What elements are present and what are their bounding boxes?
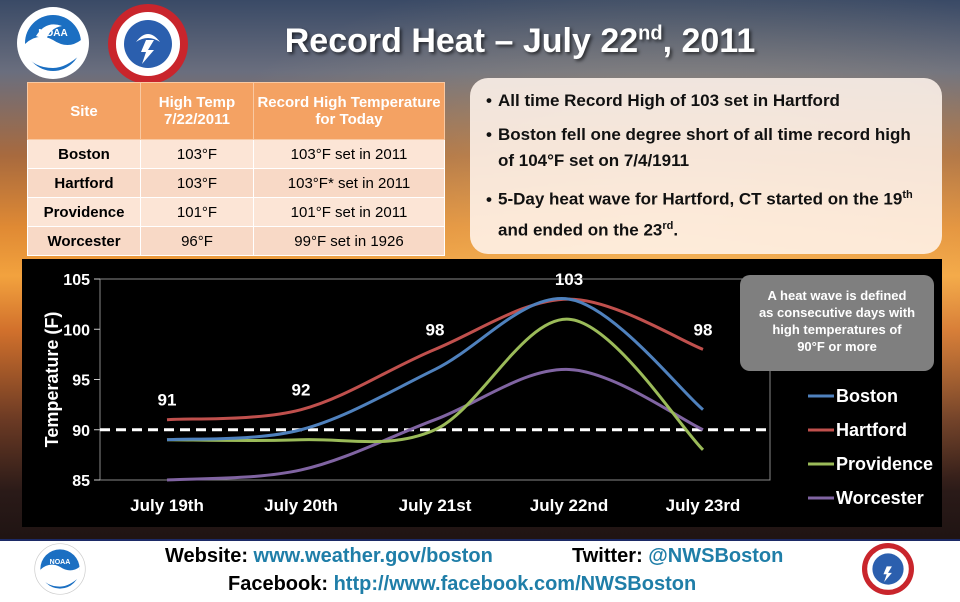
facebook-link[interactable]: http://www.facebook.com/NWSBoston (333, 573, 697, 595)
noaa-logo: NOAA (17, 7, 89, 79)
data-label: 91 (158, 391, 177, 410)
page-title: Record Heat – July 22nd, 2011 (200, 18, 840, 64)
high-temp-cell: 96°F (140, 226, 254, 256)
twitter-line: Twitter: @NWSBoston (572, 545, 783, 568)
site-cell: Boston (27, 139, 141, 169)
header-record-high: Record High Temperature for Today (253, 82, 445, 140)
svg-text:NOAA: NOAA (50, 559, 71, 566)
y-tick-label: 90 (72, 423, 90, 440)
header-high-temp: High Temp 7/22/2011 (140, 82, 254, 140)
y-axis-label: Temperature (F) (42, 312, 62, 448)
bullet-sup: th (902, 189, 913, 201)
records-table: Site High Temp 7/22/2011 Record High Tem… (27, 82, 445, 256)
high-temp-cell: 103°F (140, 168, 254, 198)
bullet-item: • 5-Day heat wave for Hartford, CT starte… (486, 189, 913, 240)
facebook-label: Facebook: (228, 573, 329, 595)
title-superscript: nd (638, 22, 663, 45)
series-line-hartford (166, 297, 704, 422)
data-label: 98 (426, 320, 445, 339)
svg-text:NOAA: NOAA (38, 28, 67, 39)
legend-label: Hartford (836, 420, 907, 440)
x-tick-label: July 20th (264, 496, 338, 515)
note-line: as consecutive days with (759, 305, 915, 320)
site-cell: Providence (27, 197, 141, 227)
y-tick-label: 85 (72, 473, 90, 490)
heat-wave-note-box (740, 275, 934, 371)
legend-label: Providence (836, 454, 933, 474)
noaa-logo-small: NOAA (34, 543, 86, 595)
x-tick-label: July 19th (130, 496, 204, 515)
record-cell: 101°F set in 2011 (253, 197, 445, 227)
header-site: Site (27, 82, 141, 140)
twitter-label: Twitter: (572, 545, 643, 567)
y-tick-label: 95 (72, 373, 90, 390)
data-label: 92 (292, 381, 311, 400)
series-line-boston (166, 297, 704, 442)
x-tick-label: July 22nd (530, 496, 608, 515)
site-cell: Hartford (27, 168, 141, 198)
high-temp-cell: 101°F (140, 197, 254, 227)
table-row: Boston 103°F 103°F set in 2011 (27, 139, 445, 169)
plot-area (99, 278, 771, 481)
bullet-sup: rd (662, 219, 674, 232)
note-line: A heat wave is defined (768, 288, 907, 303)
high-temp-cell: 103°F (140, 139, 254, 169)
bullet-text: All time Record High of 103 set in Hartf… (498, 91, 840, 110)
note-line: high temperatures of (772, 322, 902, 337)
table-row: Providence 101°F 101°F set in 2011 (27, 197, 445, 227)
heat-wave-note: A heat wave is defined as consecutive day… (759, 288, 915, 354)
table-row: Hartford 103°F 103°F* set in 2011 (27, 168, 445, 198)
bullet-text: . (673, 220, 679, 240)
record-cell: 103°F set in 2011 (253, 139, 445, 169)
bullet-text: 5-Day heat wave for Hartford, CT started… (498, 189, 903, 209)
bullet-item: • Boston fell one degree short of all tim… (486, 125, 911, 170)
nws-logo-small (862, 543, 914, 595)
legend-label: Worcester (836, 488, 924, 508)
data-label: 98 (694, 320, 713, 339)
website-label: Website: (165, 545, 248, 567)
title-main: Record Heat – July 22 (284, 22, 639, 60)
title-year: , 2011 (662, 22, 756, 60)
temperature-chart: 85 90 95 100 105 July 19th July 20th July 21st J… (22, 259, 942, 527)
nws-logo (108, 4, 188, 84)
bullet-text: and ended on the 23 (498, 220, 663, 240)
series-line-providence (166, 317, 705, 451)
record-cell: 99°F set in 1926 (253, 226, 445, 256)
bullet-item: • All time Record High of 103 set in Hart… (486, 91, 840, 110)
facebook-line: Facebook: http://www.facebook.com/NWSBos… (228, 573, 696, 596)
website-link[interactable]: www.weather.gov/boston (253, 545, 493, 567)
footer: Website: www.weather.gov/boston Twitter:… (0, 539, 960, 602)
note-line: 90°F or more (797, 339, 877, 354)
data-label: 103 (555, 270, 583, 289)
series-line-worcester (166, 367, 704, 482)
x-tick-label: July 23rd (666, 496, 741, 515)
chart-svg: 85 90 95 100 105 July 19th July 20th July 21st J… (42, 270, 934, 515)
table-row: Worcester 96°F 99°F set in 1926 (27, 226, 445, 256)
record-cell: 103°F* set in 2011 (253, 168, 445, 198)
site-cell: Worcester (27, 226, 141, 256)
legend-label: Boston (836, 386, 898, 406)
website-line: Website: www.weather.gov/boston (165, 545, 493, 568)
x-tick-label: July 21st (399, 496, 472, 515)
y-tick-label: 105 (63, 272, 90, 289)
bullet-text: Boston fell one degree short of all time… (498, 125, 911, 170)
facts-panel: • All time Record High of 103 set in Hart… (470, 78, 942, 254)
y-tick-label: 100 (63, 322, 90, 339)
twitter-link[interactable]: @NWSBoston (648, 545, 784, 567)
